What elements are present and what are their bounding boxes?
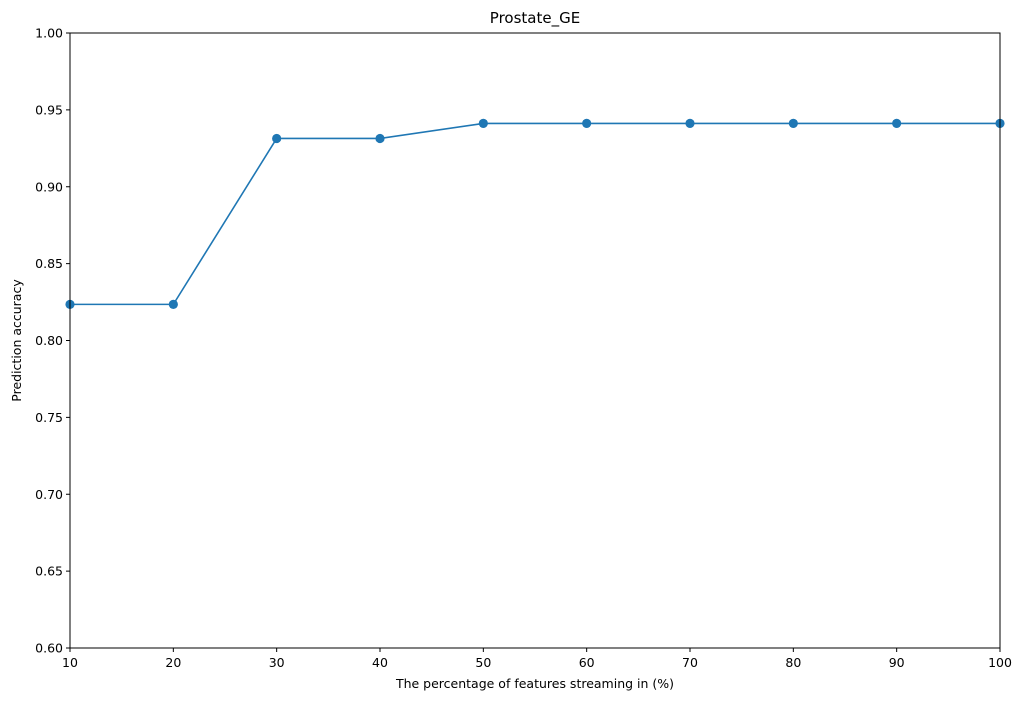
x-tick-label: 30 — [269, 655, 285, 670]
y-tick-label: 0.65 — [35, 564, 63, 579]
y-axis-ticks: 0.60 0.65 0.70 0.75 0.80 0.85 0.90 0.95 1.00 — [35, 26, 70, 656]
x-axis-ticks: 10 20 30 40 50 60 70 80 90 100 — [62, 648, 1012, 670]
y-axis-label: Prediction accuracy — [9, 279, 24, 402]
x-tick-label: 10 — [62, 655, 78, 670]
y-tick-label: 0.75 — [35, 410, 63, 425]
y-tick-label: 1.00 — [35, 26, 63, 41]
chart-title: Prostate_GE — [490, 9, 580, 28]
x-axis-label: The percentage of features streaming in … — [395, 676, 674, 691]
series-line — [70, 122, 1000, 306]
y-tick-label: 0.85 — [35, 256, 63, 271]
y-tick-label: 0.70 — [35, 487, 63, 502]
y-tick-label: 0.90 — [35, 179, 63, 194]
data-point — [478, 118, 488, 129]
x-tick-label: 80 — [785, 655, 801, 670]
data-point — [582, 118, 592, 129]
data-point — [892, 118, 902, 129]
series-layer — [65, 118, 1005, 309]
data-point — [168, 299, 178, 309]
data-point — [375, 133, 385, 144]
x-tick-label: 60 — [579, 655, 595, 670]
x-tick-label: 70 — [682, 655, 698, 670]
y-tick-label: 0.80 — [35, 333, 63, 348]
x-tick-label: 100 — [988, 655, 1012, 670]
x-tick-label: 40 — [372, 655, 388, 670]
plot-frame — [69, 32, 1001, 649]
data-point — [685, 118, 695, 129]
x-tick-label: 50 — [475, 655, 491, 670]
y-tick-label: 0.95 — [35, 102, 63, 117]
data-point — [272, 133, 282, 144]
y-tick-label: 0.60 — [35, 641, 63, 656]
x-tick-label: 90 — [889, 655, 905, 670]
data-point — [788, 118, 798, 129]
x-tick-label: 20 — [165, 655, 181, 670]
